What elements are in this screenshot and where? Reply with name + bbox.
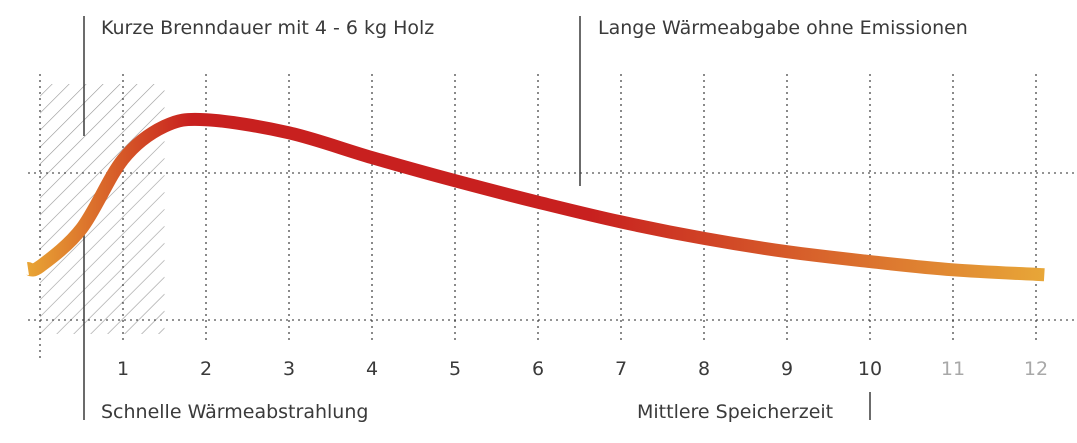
heat-curve-series [25, 112, 1045, 282]
x-tick-label: 8 [698, 358, 710, 380]
annotation-fast-radiation: Schnelle Wärmeabstrahlung [101, 401, 369, 423]
x-tick-label: 1 [117, 358, 129, 380]
x-tick-label: 10 [858, 358, 882, 380]
x-tick-label: 4 [366, 358, 378, 380]
grid-lines [28, 74, 1077, 362]
x-tick-label: 3 [283, 358, 295, 380]
x-tick-label: 5 [449, 358, 461, 380]
x-tick-label: 12 [1024, 358, 1048, 380]
x-tick-label: 6 [532, 358, 544, 380]
hatched-burn-region [40, 84, 165, 334]
x-tick-label: 9 [781, 358, 793, 380]
annotation-long-heat-release: Lange Wärmeabgabe ohne Emissionen [598, 17, 968, 39]
annotation-short-burn: Kurze Brenndauer mit 4 - 6 kg Holz [101, 17, 435, 39]
x-axis-tick-labels: 1 2 3 4 5 6 7 8 9 10 11 12 [117, 358, 1048, 380]
annotation-medium-storage: Mittlere Speicherzeit [637, 401, 834, 423]
x-tick-label: 7 [615, 358, 627, 380]
x-tick-label: 2 [200, 358, 212, 380]
x-tick-label: 11 [941, 358, 965, 380]
annotation-markers [83, 16, 871, 420]
